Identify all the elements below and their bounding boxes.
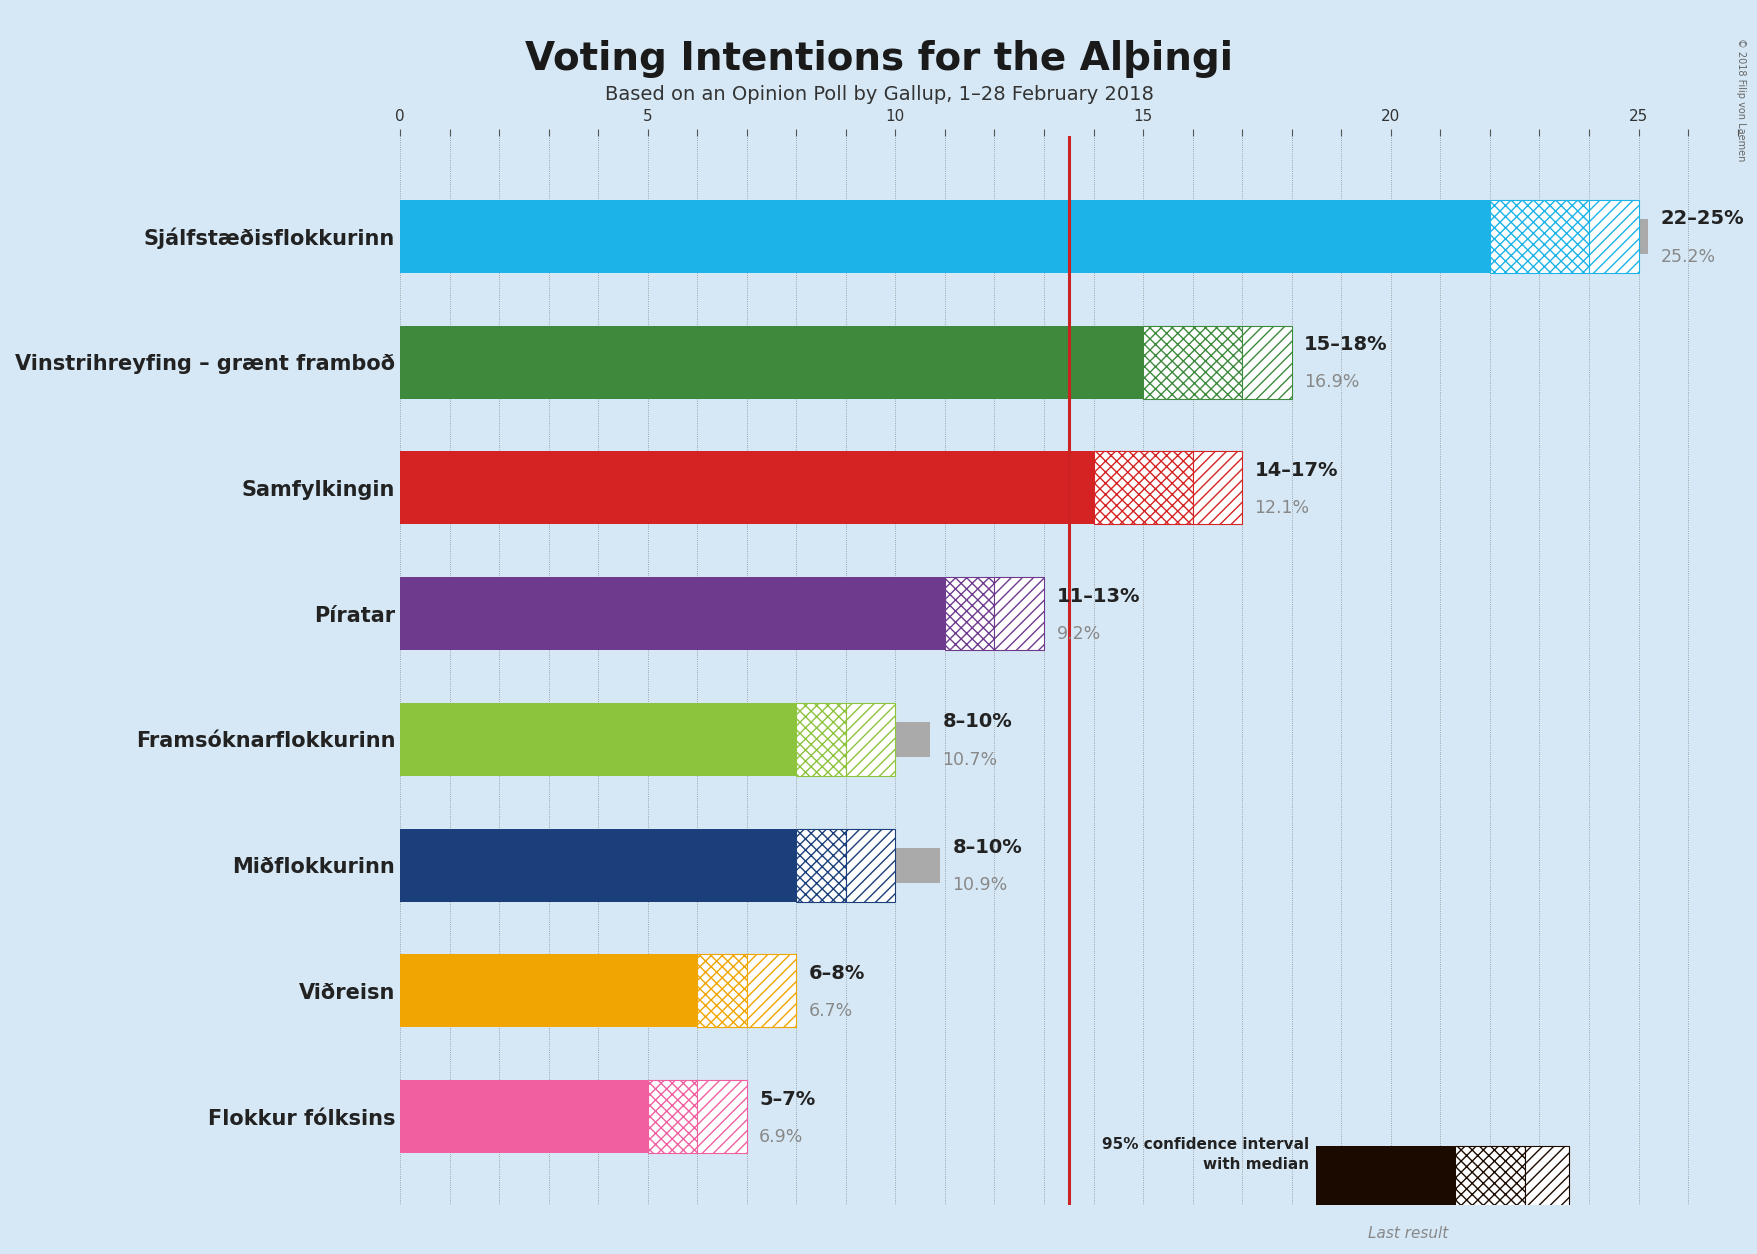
Text: Based on an Opinion Poll by Gallup, 1–28 February 2018: Based on an Opinion Poll by Gallup, 1–28… (604, 85, 1153, 104)
Bar (401, 722, 929, 757)
Text: 22–25%: 22–25% (1660, 209, 1743, 228)
Text: 6–8%: 6–8% (808, 964, 864, 983)
Text: 95% confidence interval
with median: 95% confidence interval with median (1102, 1137, 1309, 1171)
Bar (1316, 1146, 1455, 1219)
Bar (1142, 326, 1242, 399)
Bar (401, 345, 1237, 380)
Bar (401, 199, 1488, 273)
Bar (796, 703, 845, 776)
Bar (401, 577, 945, 650)
Bar (401, 451, 1093, 524)
Bar (401, 1080, 647, 1154)
Bar (401, 973, 731, 1008)
Bar (1191, 451, 1242, 524)
Text: © 2018 Filip von Laemen: © 2018 Filip von Laemen (1734, 38, 1745, 161)
Text: 5–7%: 5–7% (759, 1090, 815, 1109)
Text: 25.2%: 25.2% (1660, 247, 1715, 266)
Bar (1488, 199, 1588, 273)
Bar (1093, 451, 1191, 524)
Bar (1316, 1165, 1499, 1200)
Bar (945, 577, 994, 650)
Text: 16.9%: 16.9% (1304, 374, 1358, 391)
Bar (401, 219, 1648, 255)
Text: 11–13%: 11–13% (1056, 587, 1139, 606)
Text: 6.7%: 6.7% (808, 1002, 852, 1020)
Bar (747, 954, 796, 1027)
Text: 9.2%: 9.2% (1056, 624, 1100, 643)
Bar (401, 596, 856, 631)
Text: 8–10%: 8–10% (952, 838, 1021, 856)
Bar (401, 1099, 741, 1135)
Text: 10.7%: 10.7% (942, 751, 996, 769)
Text: 6.9%: 6.9% (759, 1127, 803, 1146)
Bar (647, 1080, 698, 1154)
Bar (1588, 199, 1638, 273)
Bar (845, 703, 894, 776)
Bar (401, 829, 796, 902)
Bar (845, 829, 894, 902)
Text: 8–10%: 8–10% (942, 712, 1012, 731)
Bar (1242, 326, 1291, 399)
Text: Voting Intentions for the Alþingi: Voting Intentions for the Alþingi (525, 40, 1232, 78)
Bar (1455, 1146, 1523, 1219)
Bar (401, 848, 940, 883)
Text: Last result: Last result (1367, 1226, 1448, 1241)
Bar (796, 829, 845, 902)
Bar (994, 577, 1044, 650)
Bar (401, 470, 1000, 505)
Bar (1523, 1146, 1569, 1219)
Bar (698, 1080, 747, 1154)
Text: 12.1%: 12.1% (1254, 499, 1309, 517)
Bar (401, 703, 796, 776)
Bar (401, 326, 1142, 399)
Bar (401, 954, 698, 1027)
Text: 14–17%: 14–17% (1254, 460, 1337, 480)
Bar (698, 954, 747, 1027)
Text: 15–18%: 15–18% (1304, 335, 1386, 354)
Text: 10.9%: 10.9% (952, 877, 1007, 894)
